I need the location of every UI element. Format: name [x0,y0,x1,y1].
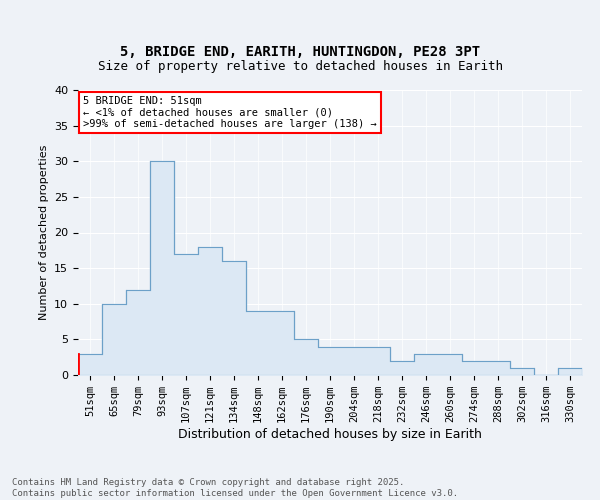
X-axis label: Distribution of detached houses by size in Earith: Distribution of detached houses by size … [178,428,482,441]
Text: Contains HM Land Registry data © Crown copyright and database right 2025.
Contai: Contains HM Land Registry data © Crown c… [12,478,458,498]
Text: 5, BRIDGE END, EARITH, HUNTINGDON, PE28 3PT: 5, BRIDGE END, EARITH, HUNTINGDON, PE28 … [120,46,480,60]
Text: 5 BRIDGE END: 51sqm
← <1% of detached houses are smaller (0)
>99% of semi-detach: 5 BRIDGE END: 51sqm ← <1% of detached ho… [83,96,377,129]
Text: Size of property relative to detached houses in Earith: Size of property relative to detached ho… [97,60,503,73]
Y-axis label: Number of detached properties: Number of detached properties [38,145,49,320]
